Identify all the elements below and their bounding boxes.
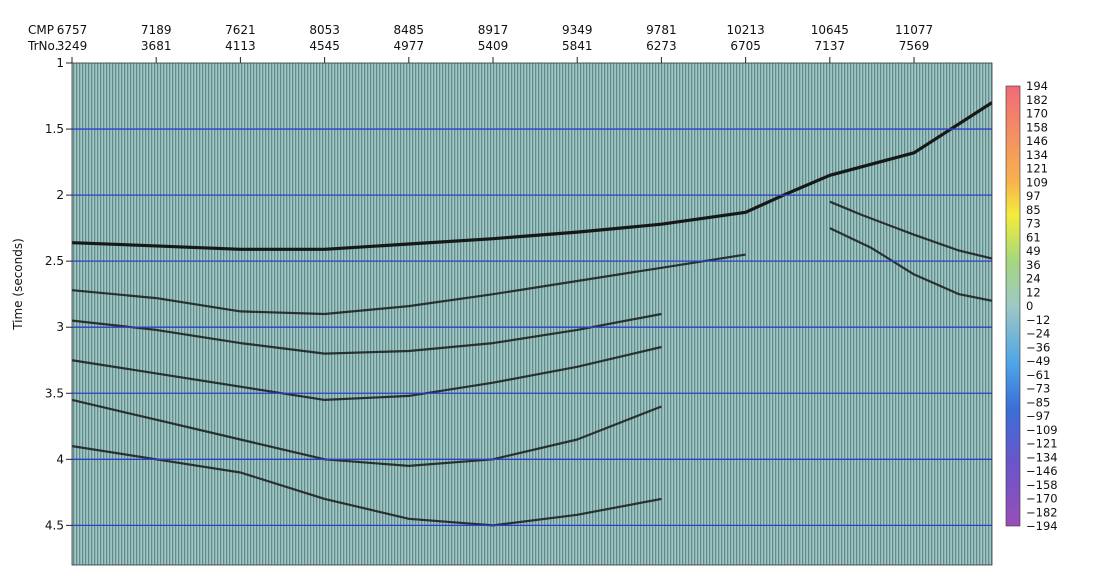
colorbar-tick-label: −170	[1026, 492, 1058, 506]
colorbar-tick-label: 12	[1026, 285, 1041, 299]
colorbar-tick-label: 146	[1026, 134, 1048, 148]
colorbar-tick-label: 36	[1026, 258, 1041, 272]
trno-tick-label: 5841	[562, 39, 593, 53]
colorbar-tick-label: 73	[1026, 217, 1041, 231]
colorbar-tick-label: −61	[1026, 368, 1050, 382]
cmp-tick-label: 8053	[309, 23, 340, 37]
seismic-reflector	[72, 101, 992, 251]
cmp-tick-label: 7621	[225, 23, 256, 37]
seismic-reflector	[72, 345, 662, 401]
colorbar-tick-label: 49	[1026, 244, 1041, 258]
cmp-tick-label: 10213	[727, 23, 765, 37]
y-axis-title: Time (seconds)	[11, 238, 25, 331]
colorbar-tick-label: −158	[1026, 478, 1058, 492]
colorbar-tick-label: 134	[1026, 148, 1048, 162]
colorbar-tick-label: −134	[1026, 450, 1058, 464]
y-tick-label: 2.5	[45, 254, 64, 268]
colorbar-tick-label: −121	[1026, 437, 1058, 451]
y-tick-label: 4.5	[45, 518, 64, 532]
trno-tick-label: 4113	[225, 39, 256, 53]
colorbar: 1941821701581461341211099785736149362412…	[1005, 79, 1058, 533]
colorbar-tick-label: 170	[1026, 107, 1048, 121]
colorbar-tick-label: 121	[1026, 162, 1048, 176]
cmp-tick-label: 9349	[562, 23, 593, 37]
colorbar-tick-label: 24	[1026, 272, 1041, 286]
colorbar-tick-label: 158	[1026, 120, 1048, 134]
cmp-tick-label: 10645	[811, 23, 849, 37]
colorbar-tick-label: −73	[1026, 382, 1050, 396]
colorbar-tick-label: −36	[1026, 340, 1050, 354]
header-row-label-cmp: CMP	[28, 23, 54, 37]
colorbar-tick-label: 61	[1026, 230, 1041, 244]
y-axis: 1 1.5 2 2.5 3 3.5 4 4.5	[45, 56, 72, 532]
plot-area	[71, 62, 993, 566]
cmp-tick-label: 8485	[394, 23, 425, 37]
y-tick-label: 4	[56, 452, 64, 466]
colorbar-tick-label: −146	[1026, 464, 1058, 478]
plot-frame	[71, 62, 993, 566]
cmp-tick-label: 11077	[895, 23, 933, 37]
header-labels: CMP TrNo. 6757 7189 7621 8053 8485 8917 9349 97…	[27, 23, 933, 63]
seismic-reflector	[72, 445, 662, 527]
colorbar-tick-label: −194	[1026, 519, 1058, 533]
cmp-tick-label: 6757	[57, 23, 88, 37]
cmp-tick-label: 7189	[141, 23, 172, 37]
trno-tick-label: 7569	[899, 39, 930, 53]
trno-tick-label: 6705	[730, 39, 761, 53]
seismic-traces-background	[72, 63, 992, 565]
seismic-reflector	[72, 398, 662, 467]
trno-tick-label: 6273	[646, 39, 677, 53]
y-tick-label: 3	[56, 320, 64, 334]
colorbar-tick-label: 97	[1026, 189, 1041, 203]
colorbar-tick-label: −97	[1026, 409, 1050, 423]
colorbar-tick-label: −109	[1026, 423, 1058, 437]
colorbar-tick-label: 85	[1026, 203, 1041, 217]
header-row-label-trno: TrNo.	[27, 39, 58, 53]
trno-tick-label: 4977	[394, 39, 425, 53]
trno-tick-label: 3681	[141, 39, 172, 53]
colorbar-tick-label: 0	[1026, 299, 1033, 313]
seismic-reflector	[72, 312, 662, 355]
trno-tick-label: 7137	[815, 39, 846, 53]
colorbar-tick-label: 194	[1026, 79, 1048, 93]
trno-tick-label: 5409	[478, 39, 509, 53]
colorbar-tick-label: 109	[1026, 175, 1048, 189]
seismic-reflector	[829, 200, 992, 260]
y-tick-label: 1.5	[45, 122, 64, 136]
trno-tick-label: 4545	[309, 39, 340, 53]
seismic-reflector	[829, 227, 992, 302]
trno-tick-label: 3249	[57, 39, 88, 53]
y-tick-label: 2	[56, 188, 64, 202]
colorbar-tick-label: −49	[1026, 354, 1050, 368]
colorbar-tick-label: −85	[1026, 395, 1050, 409]
colorbar-tick-label: 182	[1026, 93, 1048, 107]
seismic-reflector	[72, 253, 746, 316]
y-tick-label: 3.5	[45, 386, 64, 400]
colorbar-tick-label: −24	[1026, 327, 1050, 341]
cmp-tick-label: 8917	[478, 23, 509, 37]
colorbar-tick-label: −182	[1026, 505, 1058, 519]
y-tick-label: 1	[56, 56, 64, 70]
cmp-tick-label: 9781	[646, 23, 677, 37]
colorbar-tick-label: −12	[1026, 313, 1050, 327]
colorbar-gradient	[1005, 85, 1021, 527]
